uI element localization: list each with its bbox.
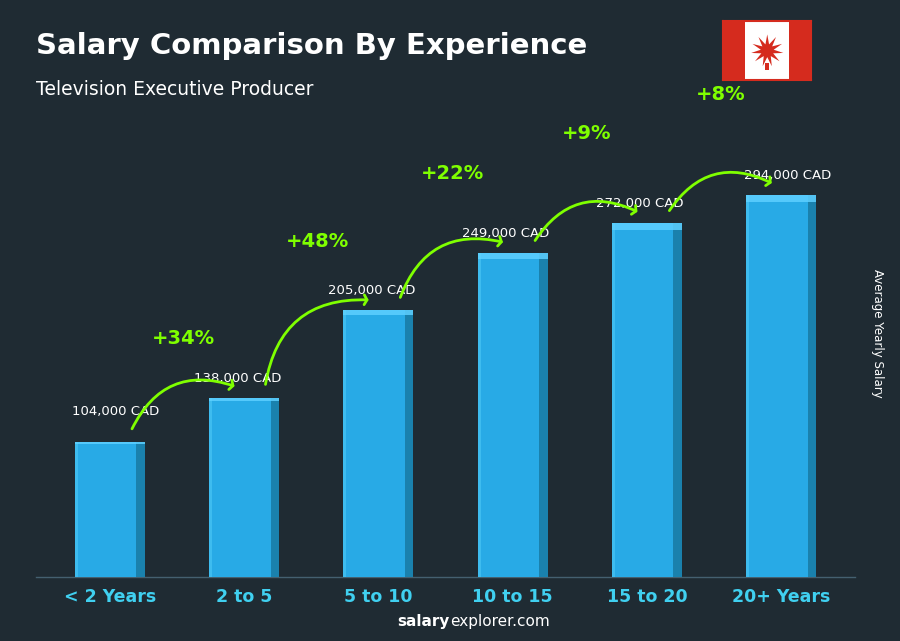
- Bar: [137, 442, 145, 577]
- Text: 249,000 CAD: 249,000 CAD: [463, 228, 550, 240]
- Bar: [344, 310, 413, 577]
- Bar: [673, 223, 682, 577]
- Text: Salary Comparison By Experience: Salary Comparison By Experience: [36, 32, 587, 60]
- Bar: [539, 253, 547, 577]
- Polygon shape: [752, 35, 783, 66]
- Bar: [723, 21, 745, 80]
- Bar: [209, 397, 279, 401]
- Bar: [746, 195, 816, 577]
- Text: Television Executive Producer: Television Executive Producer: [36, 80, 313, 99]
- Text: Average Yearly Salary: Average Yearly Salary: [871, 269, 884, 397]
- Bar: [75, 442, 145, 444]
- Bar: [612, 223, 615, 577]
- Text: +22%: +22%: [420, 164, 484, 183]
- Text: explorer.com: explorer.com: [450, 615, 550, 629]
- Text: +9%: +9%: [562, 124, 611, 143]
- Bar: [271, 397, 279, 577]
- Bar: [405, 310, 413, 577]
- Bar: [478, 253, 547, 259]
- Text: +34%: +34%: [152, 329, 215, 348]
- Text: salary: salary: [398, 615, 450, 629]
- Bar: [807, 195, 816, 577]
- Bar: [344, 310, 413, 315]
- Text: 272,000 CAD: 272,000 CAD: [597, 197, 684, 210]
- Text: 294,000 CAD: 294,000 CAD: [744, 169, 832, 182]
- Bar: [766, 63, 769, 70]
- Text: 205,000 CAD: 205,000 CAD: [328, 285, 415, 297]
- Bar: [746, 195, 816, 202]
- Text: 104,000 CAD: 104,000 CAD: [72, 405, 159, 419]
- Bar: [612, 223, 682, 229]
- Bar: [746, 195, 749, 577]
- Bar: [789, 21, 812, 80]
- Bar: [344, 310, 346, 577]
- Bar: [75, 442, 77, 577]
- Bar: [75, 442, 145, 577]
- Text: +48%: +48%: [286, 231, 349, 251]
- Bar: [478, 253, 547, 577]
- Text: 138,000 CAD: 138,000 CAD: [194, 372, 281, 385]
- Bar: [478, 253, 481, 577]
- Bar: [612, 223, 682, 577]
- Bar: [209, 397, 212, 577]
- Text: +8%: +8%: [696, 85, 745, 104]
- Bar: [209, 397, 279, 577]
